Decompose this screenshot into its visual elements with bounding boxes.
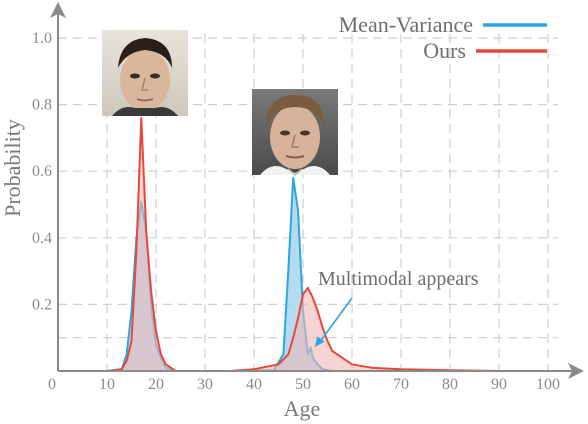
y-axis-title: Probability (0, 119, 25, 217)
annotation-text: Multimodal appears (318, 268, 479, 290)
older-face-photo (252, 89, 338, 176)
x-tick-label-40: 40 (246, 376, 262, 393)
x-tick-label-50: 50 (295, 376, 311, 393)
x-tick-label-80: 80 (442, 376, 458, 393)
tick-labels: 0 10 20 30 40 50 60 70 80 90 100 0.2 0.4 0.6 0.8 1.0 (32, 30, 560, 393)
y-tick-label-0.8: 0.8 (32, 97, 52, 114)
x-tick-label-100: 100 (536, 376, 560, 393)
legend: Mean-Variance Ours (339, 12, 547, 63)
y-axis-arrow (50, 2, 66, 18)
x-tick-label-90: 90 (491, 376, 507, 393)
y-tick-label-1: 1.0 (32, 30, 52, 47)
x-axis-arrow (568, 363, 584, 379)
x-tick-label-0: 0 (48, 376, 56, 393)
series-area-ours (58, 117, 548, 372)
young-face-photo (102, 30, 188, 116)
legend-label-mean-variance: Mean-Variance (339, 12, 473, 37)
y-tick-label-0.6: 0.6 (32, 163, 52, 180)
annotation-arrowhead (314, 336, 325, 348)
x-tick-label-70: 70 (393, 376, 409, 393)
legend-label-ours: Ours (423, 38, 466, 63)
y-tick-label-0.4: 0.4 (32, 230, 52, 247)
annotation-arrow (319, 297, 353, 343)
x-tick-label-60: 60 (344, 376, 360, 393)
annotation: Multimodal appears (314, 268, 479, 348)
x-axis-title: Age (284, 396, 321, 421)
x-tick-label-30: 30 (197, 376, 213, 393)
x-tick-label-10: 10 (99, 376, 115, 393)
series-line-ours (58, 116, 548, 372)
y-tick-label-0.2: 0.2 (32, 296, 52, 313)
x-tick-label-20: 20 (148, 376, 164, 393)
axes (50, 2, 584, 379)
